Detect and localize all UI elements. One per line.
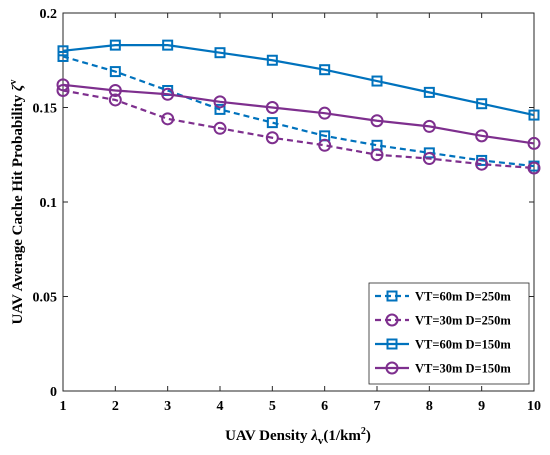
data-point (266, 117, 278, 129)
data-point (527, 161, 541, 175)
series-line (62, 83, 535, 145)
data-point (422, 119, 436, 133)
data-point (213, 121, 227, 135)
data-point (265, 131, 279, 145)
data-point (57, 45, 69, 57)
series-line (62, 44, 535, 117)
y-axis: 0 0.05 0.1 0.15 0.2 (33, 7, 534, 400)
x-axis-superscript: 2 (361, 426, 366, 437)
data-point (319, 64, 331, 76)
data-point (56, 78, 70, 92)
series-line (62, 55, 535, 168)
x-axis-unit: (1/km (323, 428, 361, 444)
data-point (370, 148, 384, 162)
data-point (475, 157, 489, 171)
x-tick-label: 7 (374, 399, 381, 414)
x-axis-subscript: v (318, 435, 324, 447)
series-layer (56, 39, 541, 175)
x-tick-label: 3 (164, 399, 171, 414)
data-point (527, 136, 541, 150)
legend-marker (386, 290, 398, 302)
data-point (109, 39, 121, 51)
y-axis-symbol: ζ (10, 83, 26, 91)
data-point (161, 87, 175, 101)
data-point (476, 98, 488, 110)
legend-entry: VT=30m D=250m (375, 313, 511, 328)
data-point (108, 93, 122, 107)
data-point (213, 95, 227, 109)
data-point (528, 109, 540, 121)
legend-marker (386, 338, 398, 350)
data-point (423, 147, 435, 159)
x-tick-label: 10 (527, 399, 541, 414)
data-point (109, 66, 121, 78)
data-point (265, 101, 279, 114)
data-point (370, 114, 384, 128)
legend-entry: VT=60m D=150m (375, 338, 511, 352)
data-point (214, 103, 226, 115)
legend: VT=60m D=250m VT=30m D=250m VT=60m D=150m V… (368, 282, 530, 385)
x-axis-label-main: UAV Density (225, 428, 311, 444)
y-tick-label: 0.1 (40, 196, 58, 211)
legend-label: VT=30m D=150m (415, 362, 511, 376)
x-tick-label: 5 (269, 399, 276, 414)
series-2 (56, 83, 541, 175)
data-point (318, 138, 332, 152)
data-point (423, 86, 435, 98)
y-axis-label: UAV Average Cache Hit Probability ζv (8, 79, 26, 324)
legend-marker (385, 313, 399, 327)
x-axis-symbol: λ (310, 428, 318, 444)
legend-entry: VT=30m D=150m (375, 361, 511, 376)
legend-label: VT=60m D=150m (415, 338, 511, 352)
x-tick-label: 4 (217, 399, 224, 414)
y-tick-label: 0 (50, 385, 57, 400)
x-tick-label: 9 (478, 399, 485, 414)
series-line (62, 89, 535, 170)
data-point (214, 47, 226, 59)
data-point (162, 39, 174, 51)
x-tick-label: 1 (60, 399, 67, 414)
data-point (57, 50, 69, 62)
x-axis: 1 2 3 4 5 6 7 8 9 10 (60, 13, 541, 414)
series-4 (56, 78, 541, 150)
y-tick-label: 0.2 (40, 7, 58, 22)
x-axis-unit-close: ) (366, 428, 371, 444)
data-point (161, 112, 175, 126)
legend-label: VT=60m D=250m (415, 290, 511, 304)
y-axis-superscript: v (8, 79, 19, 84)
x-tick-label: 2 (112, 399, 119, 414)
series-3 (57, 39, 540, 121)
x-tick-label: 6 (321, 399, 328, 414)
data-point (108, 83, 122, 97)
x-axis-label: UAV Density λv(1/km2) (225, 426, 371, 447)
legend-label: VT=30m D=250m (415, 314, 511, 328)
data-point (475, 129, 489, 143)
data-point (266, 54, 278, 66)
data-point (422, 152, 436, 166)
data-point (318, 106, 332, 120)
data-point (371, 75, 383, 87)
x-tick-label: 8 (426, 399, 433, 414)
legend-entry: VT=60m D=250m (375, 290, 511, 304)
y-tick-label: 0.05 (33, 291, 58, 306)
y-tick-label: 0.15 (33, 102, 58, 117)
legend-marker (385, 361, 399, 375)
y-axis-label-main: UAV Average Cache Hit Probability (10, 91, 26, 324)
